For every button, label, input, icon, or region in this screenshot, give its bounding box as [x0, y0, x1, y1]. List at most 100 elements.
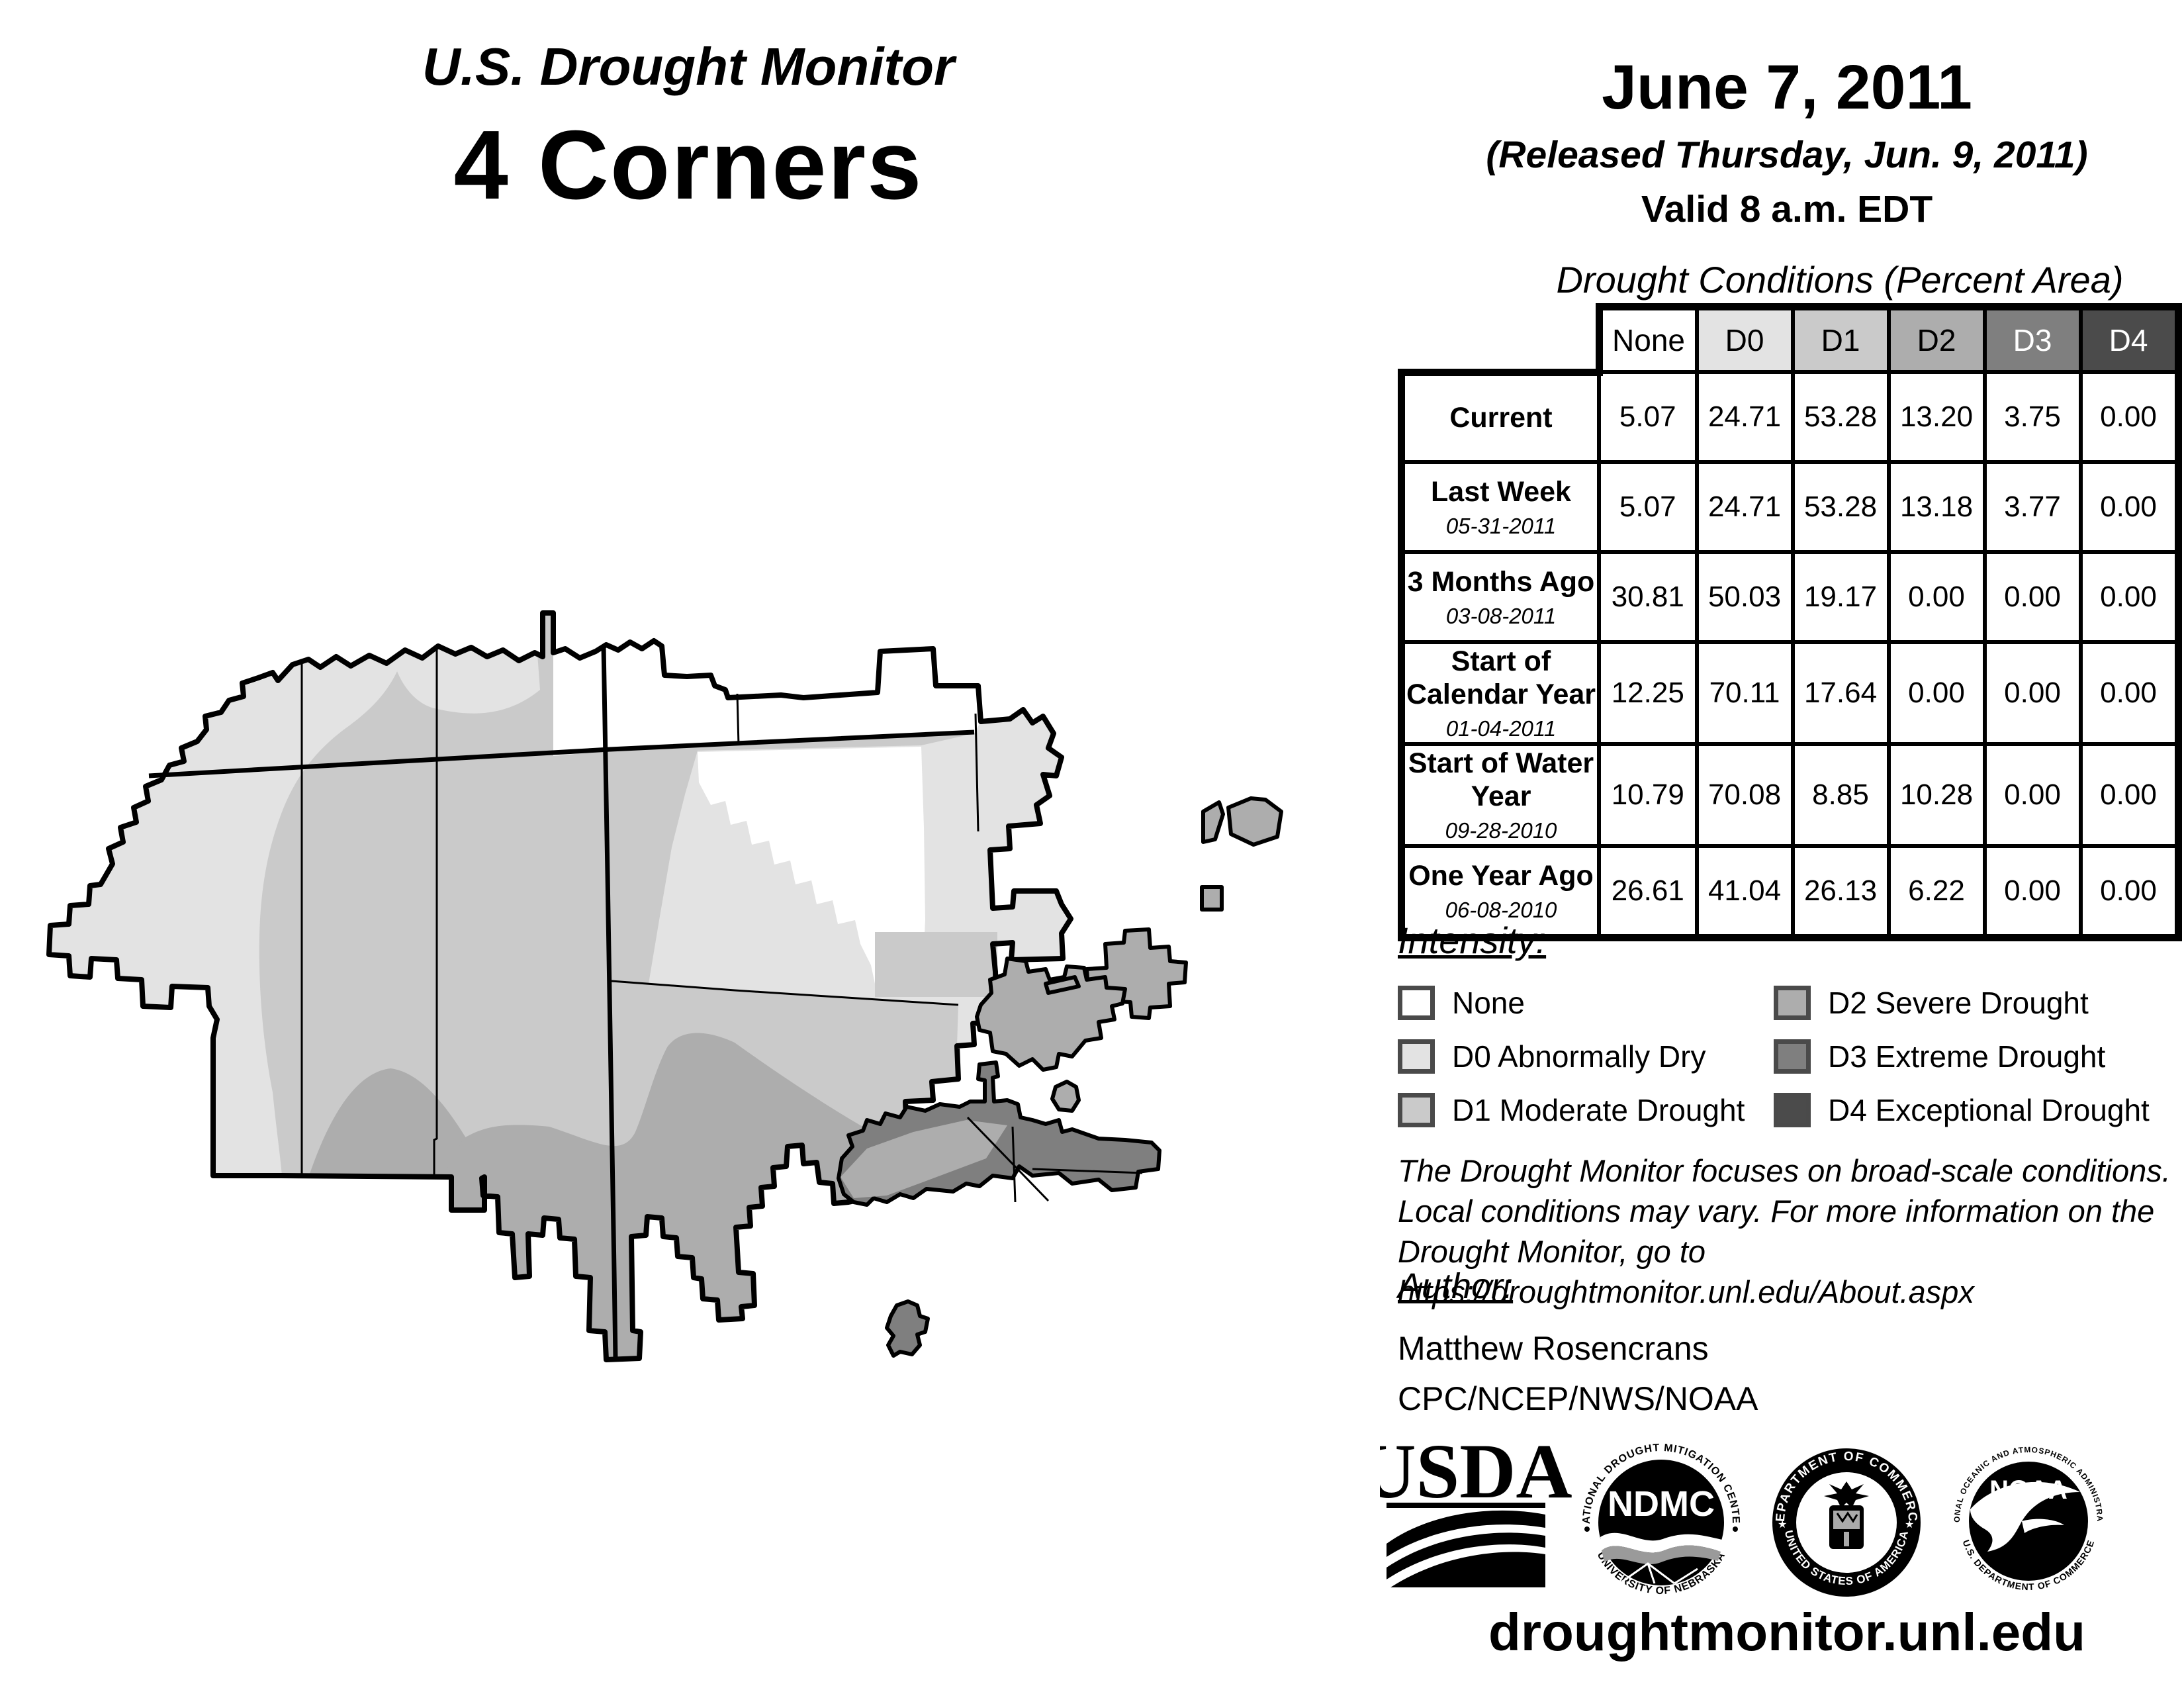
report-title: U.S. Drought Monitor — [422, 37, 955, 96]
map-islands — [975, 796, 1283, 1113]
row-date: 03-08-2011 — [1445, 604, 1557, 628]
value-cell: 0.00 — [2078, 370, 2182, 464]
table-header-row: None D0 D1 D2 D3 D4 — [1401, 303, 2182, 374]
issue-date: June 7, 2011 — [1602, 52, 1972, 122]
island-middle — [975, 957, 1127, 1072]
row-label: 3 Months Ago — [1407, 566, 1595, 598]
value-cell: 70.11 — [1694, 640, 1795, 746]
legend-swatch-d4 — [1774, 1093, 1811, 1127]
legend-label: D1 Moderate Drought — [1452, 1093, 1745, 1127]
row-label-cell: Current — [1398, 368, 1601, 464]
column-header-d4: D4 — [2078, 303, 2182, 374]
value-cell: 0.00 — [2078, 640, 2182, 746]
noaa-logo: NATIONAL OCEANIC AND ATMOSPHERIC ADMINIS… — [1952, 1445, 2104, 1592]
value-cell: 3.75 — [1982, 370, 2083, 464]
value-cell: 3.77 — [1982, 460, 2083, 554]
row-label: One Year Ago — [1408, 860, 1594, 892]
table-row: One Year Ago 06-08-2010 26.61 41.04 26.13 6.2… — [1398, 844, 2182, 941]
value-cell: 13.18 — [1886, 460, 1987, 554]
value-cell: 8.85 — [1790, 742, 1891, 848]
legend-label: D2 Severe Drought — [1828, 986, 2089, 1020]
legend-label: D4 Exceptional Drought — [1828, 1093, 2150, 1127]
legend-swatch-d2 — [1774, 986, 1811, 1020]
row-label: Current — [1449, 402, 1553, 434]
table-row: Last Week 05-31-2011 5.07 24.71 53.28 13.18 3.… — [1398, 460, 2182, 554]
row-label-cell: 3 Months Ago 03-08-2011 — [1398, 550, 1601, 644]
legend-title: Intensity: — [1398, 919, 1547, 961]
value-cell: 10.28 — [1886, 742, 1987, 848]
usda-wordmark: USDA — [1380, 1428, 1572, 1515]
column-header-none: None — [1595, 303, 1699, 374]
author-heading: Author: — [1398, 1266, 1514, 1306]
island-dash — [1044, 975, 1081, 995]
doc-logo: DEPARTMENT OF COMMERCE UNITED STATES OF … — [1772, 1448, 1921, 1597]
row-date: 09-28-2010 — [1445, 818, 1557, 843]
value-cell: 24.71 — [1694, 370, 1795, 464]
island-square — [1200, 885, 1224, 912]
value-cell: 41.04 — [1694, 844, 1795, 941]
conditions-table-block: None D0 D1 D2 D3 D4 Current 5.07 24.71 53.28 13.20… — [1398, 303, 2182, 941]
county-lines — [300, 647, 979, 1176]
state-lines — [148, 645, 975, 1359]
map-region-west-d0 — [49, 650, 405, 1176]
table-row: Start of Calendar Year 01-04-2011 12.25 70.… — [1398, 640, 2182, 746]
table-row: 3 Months Ago 03-08-2011 30.81 50.03 19.17 0.0… — [1398, 550, 2182, 644]
disclaimer-line: The Drought Monitor focuses on broad-sca… — [1398, 1153, 2171, 1188]
legend-label: D0 Abnormally Dry — [1452, 1039, 1706, 1074]
value-cell: 50.03 — [1694, 550, 1795, 644]
valid-time: Valid 8 a.m. EDT — [1641, 188, 1933, 230]
legend-item-d3: D3 Extreme Drought — [1774, 1035, 2105, 1078]
value-cell: 10.79 — [1597, 742, 1699, 848]
report-title-block: U.S. Drought Monitor 4 Corners — [199, 36, 1178, 222]
drought-map — [46, 610, 1283, 1362]
value-cell: 0.00 — [1886, 640, 1987, 746]
column-header-d1: D1 — [1790, 303, 1891, 374]
map-region-east-d1-band — [875, 932, 997, 997]
noaa-bird — [1970, 1481, 2080, 1552]
value-cell: 26.13 — [1790, 844, 1891, 941]
conditions-table: None D0 D1 D2 D3 D4 Current 5.07 24.71 53.28 13.20… — [1398, 303, 2182, 941]
value-cell: 5.07 — [1597, 370, 1699, 464]
legend-swatch-d1 — [1398, 1093, 1435, 1127]
table-row: Current 5.07 24.71 53.28 13.20 3.75 0.00 — [1398, 368, 2182, 464]
row-date: 05-31-2011 — [1445, 514, 1557, 538]
row-label-cell: One Year Ago 06-08-2010 — [1398, 844, 1601, 941]
map-region-north-d0 — [397, 646, 540, 714]
table-row: Start of Water Year 09-28-2010 10.79 70.08 8… — [1398, 742, 2182, 848]
disclaimer-line: Drought Monitor, go to https://droughtmo… — [1398, 1234, 1974, 1309]
value-cell: 0.00 — [1982, 550, 2083, 644]
row-date: 06-08-2010 — [1445, 898, 1557, 922]
island-small-ne — [1226, 796, 1283, 847]
map-region-none-north — [553, 641, 1010, 756]
legend-label: None — [1452, 986, 1525, 1020]
column-header-d2: D2 — [1886, 303, 1987, 374]
row-label-cell: Start of Calendar Year 01-04-2011 — [1398, 640, 1601, 746]
value-cell: 0.00 — [1982, 742, 2083, 848]
island-pendant — [1050, 1080, 1081, 1113]
value-cell: 5.07 — [1597, 460, 1699, 554]
footer-url: droughtmonitor.unl.edu — [1488, 1603, 2086, 1662]
value-cell: 0.00 — [2078, 844, 2182, 941]
legend-item-none: None — [1398, 982, 1525, 1024]
legend-swatch-d3 — [1774, 1039, 1811, 1074]
legend-item-d0: D0 Abnormally Dry — [1398, 1035, 1706, 1078]
table-title: Drought Conditions (Percent Area) — [1556, 259, 2124, 301]
logos-row: USDA NATIONAL DROUGHT MITIGATION CENTER … — [1380, 1428, 2104, 1597]
disclaimer-text: The Drought Monitor focuses on broad-sca… — [1398, 1150, 2172, 1312]
legend-item-d1: D1 Moderate Drought — [1398, 1089, 1745, 1131]
legend-label: D3 Extreme Drought — [1828, 1039, 2106, 1074]
value-cell: 12.25 — [1597, 640, 1699, 746]
row-date: 01-04-2011 — [1445, 716, 1557, 741]
island-southeast — [837, 1060, 1161, 1207]
value-cell: 0.00 — [2078, 742, 2182, 848]
map-region-south-d2 — [443, 1033, 889, 1360]
value-cell: 0.00 — [1982, 640, 2083, 746]
value-cell: 53.28 — [1790, 370, 1891, 464]
value-cell: 0.00 — [1982, 844, 2083, 941]
ndmc-wordmark: NDMC — [1608, 1484, 1715, 1524]
author-org: CPC/NCEP/NWS/NOAA — [1398, 1380, 1758, 1417]
column-header-d0: D0 — [1694, 303, 1795, 374]
row-label: Last Week — [1431, 476, 1571, 508]
issuance-block: June 7, 2011 (Released Thursday, Jun. 9,… — [1423, 52, 2151, 231]
value-cell: 70.08 — [1694, 742, 1795, 848]
